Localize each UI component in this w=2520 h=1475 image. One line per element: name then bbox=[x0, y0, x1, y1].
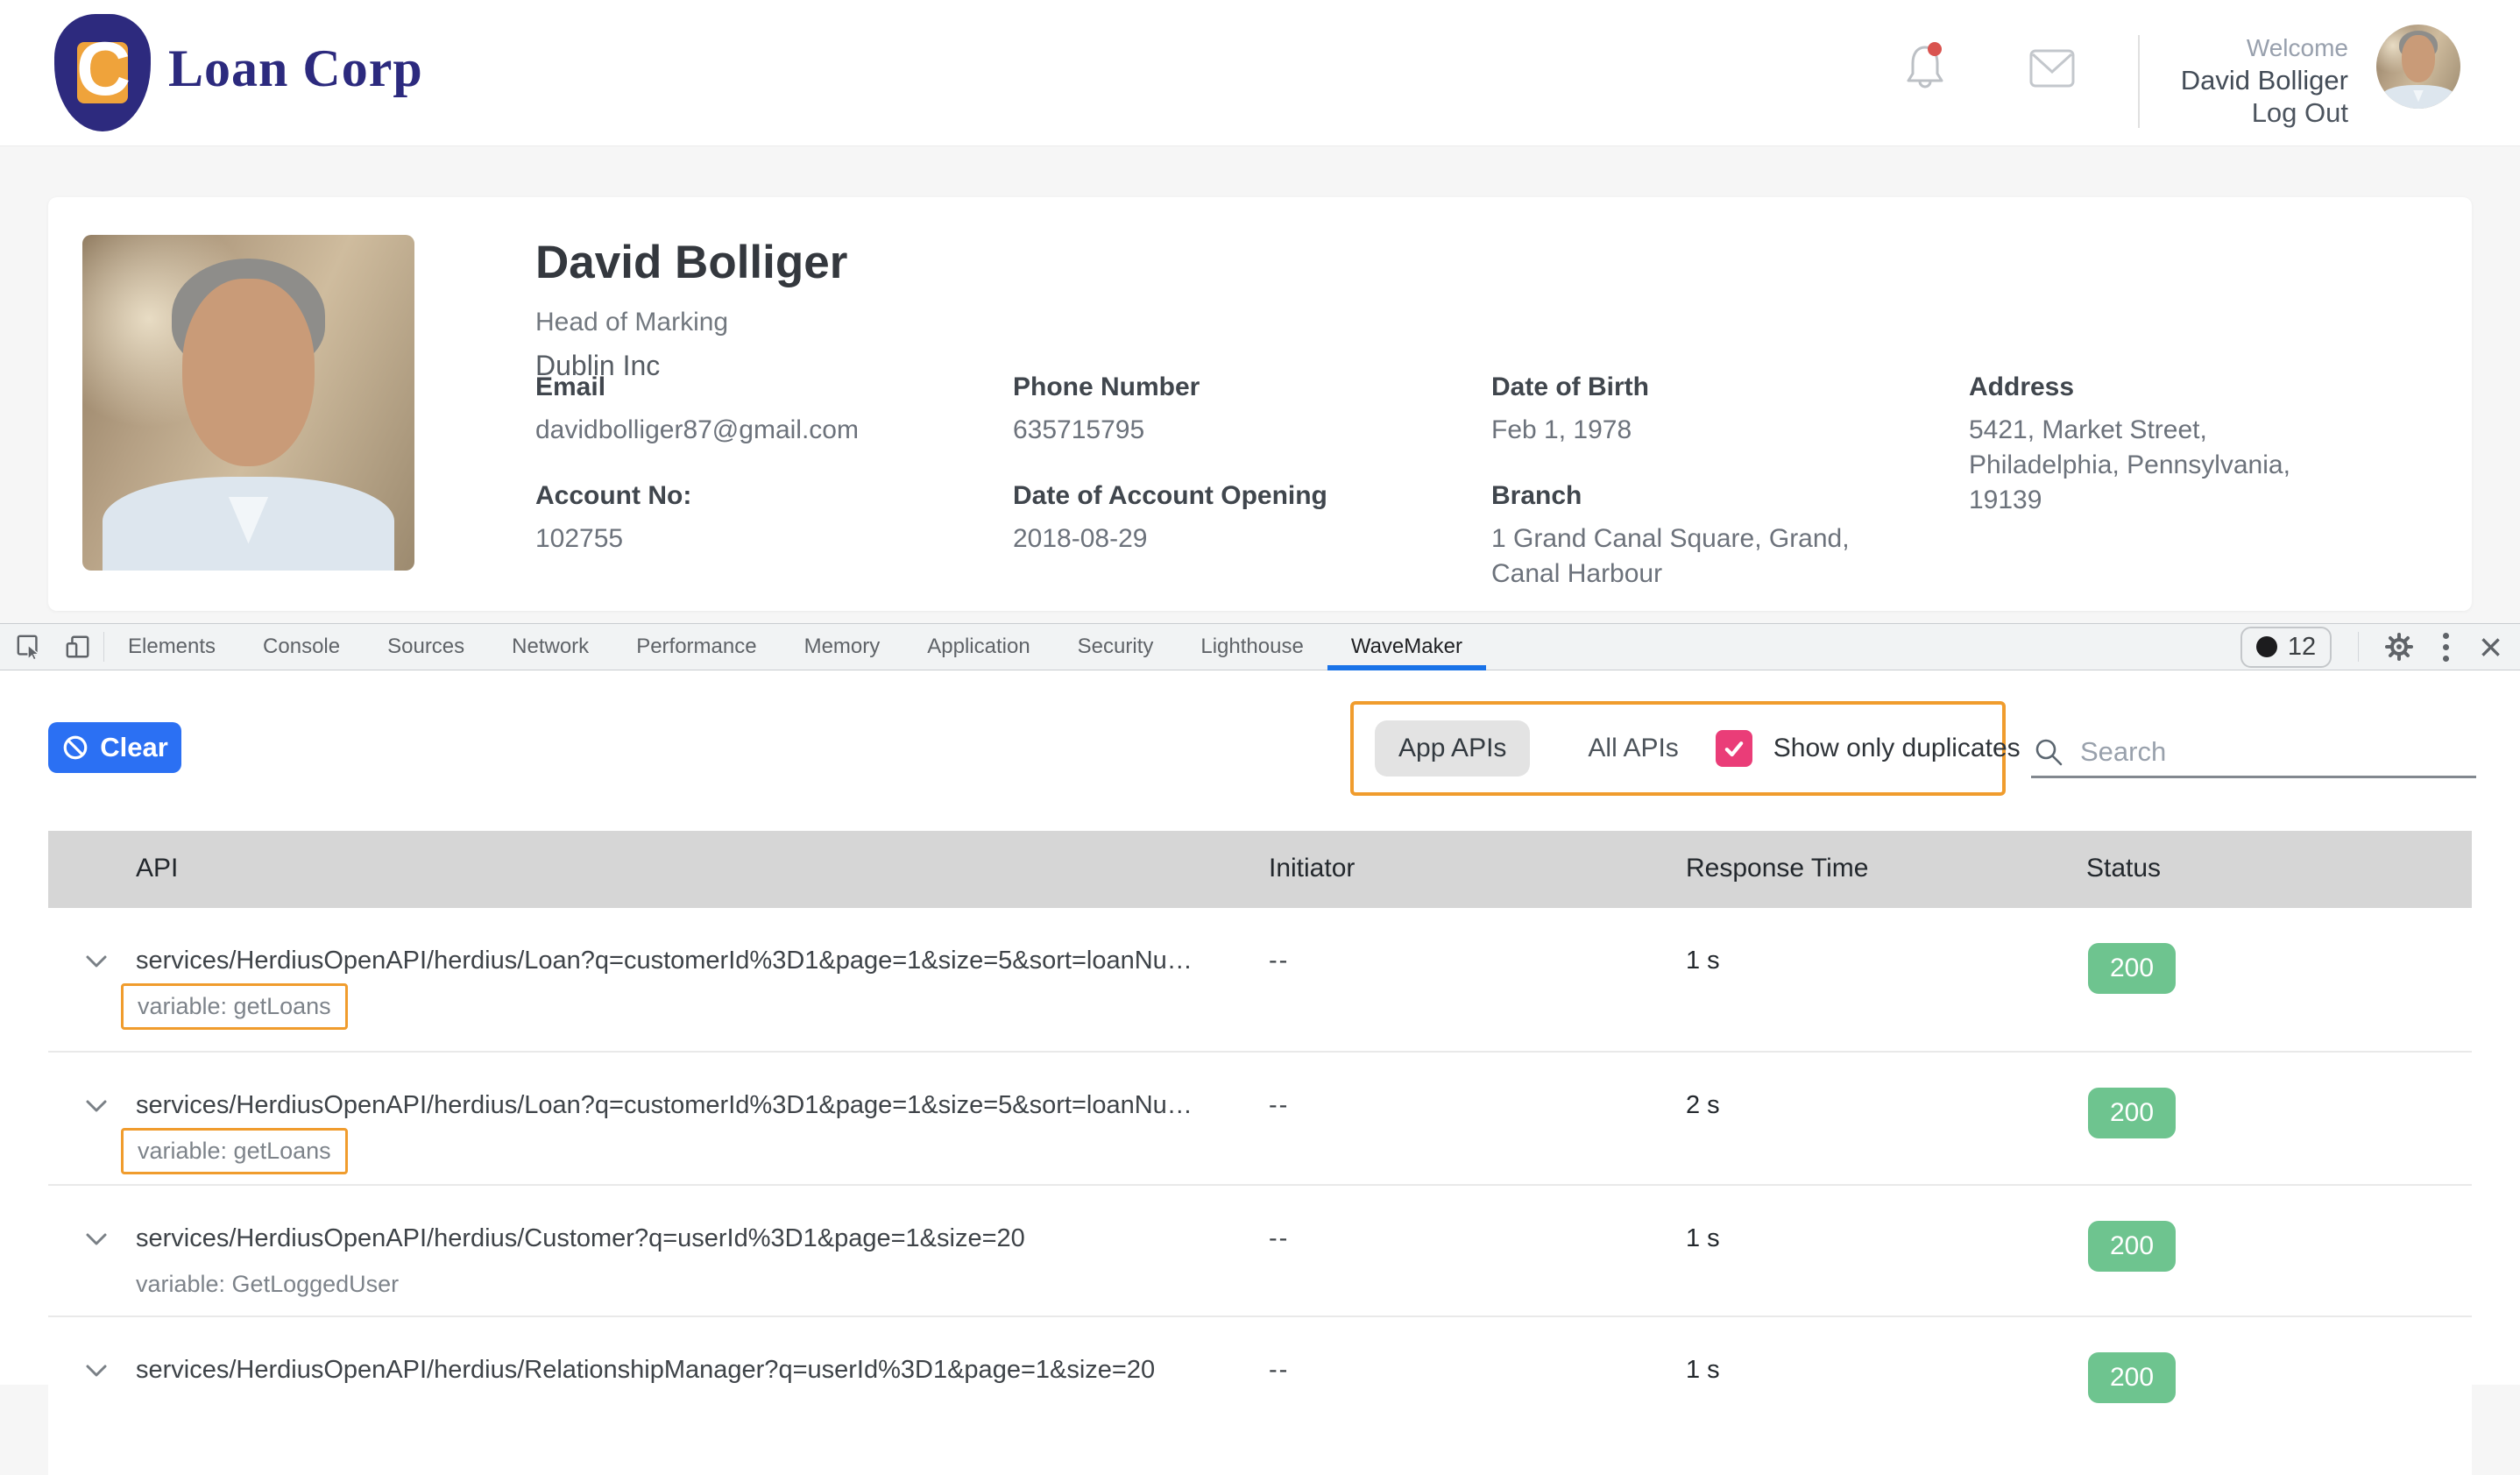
chevron-down-icon[interactable] bbox=[85, 1231, 108, 1247]
email-label: Email bbox=[535, 372, 606, 401]
account-no-label: Account No: bbox=[535, 481, 692, 510]
initiator-cell: -- bbox=[1269, 1091, 1290, 1119]
tab-lighthouse[interactable]: Lighthouse bbox=[1200, 635, 1304, 658]
chevron-down-icon[interactable] bbox=[85, 1098, 108, 1114]
devtools-tabs: Elements Console Sources Network Perform… bbox=[104, 624, 1487, 670]
profile-title: Head of Marking bbox=[535, 308, 729, 337]
issues-count-badge[interactable]: 12 bbox=[2240, 626, 2332, 668]
logout-link[interactable]: Log Out bbox=[2251, 97, 2348, 128]
account-opening-label: Date of Account Opening bbox=[1013, 481, 1327, 510]
api-filter-group: App APIs All APIs Show only duplicates bbox=[1350, 701, 2021, 796]
address-value: 5421, Market Street, Philadelphia, Penns… bbox=[1969, 415, 2290, 514]
branch-label: Branch bbox=[1491, 481, 1582, 510]
tab-network[interactable]: Network bbox=[512, 635, 590, 658]
status-badge: 200 bbox=[2088, 943, 2176, 994]
api-url: services/HerdiusOpenAPI/herdius/Loan?q=c… bbox=[136, 1091, 1193, 1119]
api-table-header: API Initiator Response Time Status bbox=[48, 831, 2472, 908]
user-greeting-block: Welcome David Bolliger Log Out bbox=[2181, 32, 2348, 129]
clear-button[interactable]: Clear bbox=[48, 722, 181, 773]
table-row[interactable]: services/HerdiusOpenAPI/herdius/Loan?q=c… bbox=[48, 1053, 2472, 1186]
show-only-duplicates-checkbox[interactable] bbox=[1715, 730, 1752, 767]
tab-console[interactable]: Console bbox=[263, 635, 341, 658]
phone-label: Phone Number bbox=[1013, 372, 1200, 401]
initiator-cell: -- bbox=[1269, 1356, 1290, 1384]
variable-tag-highlighted: variable: getLoans bbox=[121, 1128, 348, 1174]
branch-value: 1 Grand Canal Square, Grand, Canal Harbo… bbox=[1491, 524, 1850, 588]
profile-name: David Bolliger bbox=[535, 237, 848, 288]
tab-wavemaker[interactable]: WaveMaker bbox=[1327, 624, 1487, 670]
response-time-cell: 2 s bbox=[1686, 1091, 1720, 1119]
status-badge: 200 bbox=[2088, 1352, 2176, 1403]
status-badge: 200 bbox=[2088, 1221, 2176, 1272]
tab-elements[interactable]: Elements bbox=[128, 635, 216, 658]
address-label: Address bbox=[1969, 372, 2075, 401]
notifications-bell-icon[interactable] bbox=[1903, 40, 1947, 93]
issues-dot-icon bbox=[2255, 636, 2277, 657]
tab-sources[interactable]: Sources bbox=[387, 635, 465, 658]
chevron-down-icon[interactable] bbox=[85, 1363, 108, 1379]
app-apis-toggle[interactable]: App APIs bbox=[1375, 720, 1531, 777]
variable-tag: variable: GetLoggedUser bbox=[136, 1271, 400, 1297]
tab-memory[interactable]: Memory bbox=[803, 635, 881, 658]
settings-gear-icon[interactable] bbox=[2385, 633, 2414, 661]
search-field-wrap bbox=[2031, 727, 2476, 780]
response-time-cell: 1 s bbox=[1686, 1224, 1720, 1252]
table-row[interactable]: services/HerdiusOpenAPI/herdius/Loan?q=c… bbox=[48, 908, 2472, 1053]
devtools-toolbar: Elements Console Sources Network Perform… bbox=[0, 623, 2520, 670]
checkmark-icon bbox=[1724, 741, 1744, 757]
response-time-cell: 1 s bbox=[1686, 947, 1720, 975]
api-url: services/HerdiusOpenAPI/herdius/Loan?q=c… bbox=[136, 947, 1193, 975]
mail-icon[interactable] bbox=[2029, 49, 2075, 88]
profile-company: Dublin Inc bbox=[535, 350, 661, 381]
tab-security[interactable]: Security bbox=[1077, 635, 1154, 658]
clear-button-label: Clear bbox=[100, 732, 168, 762]
tab-performance[interactable]: Performance bbox=[636, 635, 757, 658]
dob-value: Feb 1, 1978 bbox=[1491, 415, 1632, 444]
response-time-cell: 1 s bbox=[1686, 1356, 1720, 1384]
status-badge: 200 bbox=[2088, 1088, 2176, 1138]
show-only-duplicates-label: Show only duplicates bbox=[1773, 734, 2021, 762]
email-value: davidbolliger87@gmail.com bbox=[535, 415, 859, 444]
column-initiator: Initiator bbox=[1269, 854, 1356, 883]
table-row[interactable]: services/HerdiusOpenAPI/herdius/Relation… bbox=[48, 1317, 2472, 1475]
table-row[interactable]: services/HerdiusOpenAPI/herdius/Customer… bbox=[48, 1186, 2472, 1317]
initiator-cell: -- bbox=[1269, 947, 1290, 975]
api-table-rows: services/HerdiusOpenAPI/herdius/Loan?q=c… bbox=[48, 908, 2472, 1475]
devtools-divider bbox=[103, 632, 104, 662]
account-no-value: 102755 bbox=[535, 524, 624, 553]
dob-label: Date of Birth bbox=[1491, 372, 1649, 401]
all-apis-toggle[interactable]: All APIs bbox=[1588, 734, 1679, 762]
phone-value: 635715795 bbox=[1013, 415, 1145, 444]
issues-count: 12 bbox=[2287, 632, 2317, 661]
header-divider bbox=[2138, 35, 2140, 128]
account-opening-value: 2018-08-29 bbox=[1013, 524, 1148, 553]
initiator-cell: -- bbox=[1269, 1224, 1290, 1252]
search-input[interactable] bbox=[2031, 727, 2476, 778]
header-user-name: David Bolliger bbox=[2180, 65, 2348, 96]
column-response-time: Response Time bbox=[1686, 854, 1869, 883]
loan-corp-logo-icon: C bbox=[54, 14, 151, 131]
welcome-text: Welcome bbox=[2246, 34, 2348, 61]
customer-profile-card: David Bolliger Head of Marking Dublin In… bbox=[48, 197, 2472, 611]
tab-application[interactable]: Application bbox=[927, 635, 1030, 658]
column-api: API bbox=[136, 854, 179, 883]
header-avatar bbox=[2376, 25, 2460, 109]
devtools-menu-kebab-icon[interactable] bbox=[2439, 629, 2453, 665]
column-status: Status bbox=[2086, 854, 2162, 883]
profile-photo bbox=[82, 235, 414, 571]
clear-slash-icon bbox=[63, 735, 88, 760]
variable-tag-highlighted: variable: getLoans bbox=[121, 983, 348, 1030]
device-toolbar-icon[interactable] bbox=[65, 634, 91, 660]
devtools-close-icon[interactable]: × bbox=[2479, 624, 2502, 670]
wavemaker-panel: Clear App APIs All APIs Show only duplic… bbox=[0, 670, 2520, 1475]
app-header: C Loan Corp Welcome David Bolliger Log O… bbox=[0, 0, 2520, 146]
inspect-element-icon[interactable] bbox=[16, 634, 42, 660]
api-url: services/HerdiusOpenAPI/herdius/Customer… bbox=[136, 1224, 1025, 1252]
chevron-down-icon[interactable] bbox=[85, 954, 108, 969]
api-url: services/HerdiusOpenAPI/herdius/Relation… bbox=[136, 1356, 1156, 1384]
brand-name: Loan Corp bbox=[168, 39, 423, 97]
